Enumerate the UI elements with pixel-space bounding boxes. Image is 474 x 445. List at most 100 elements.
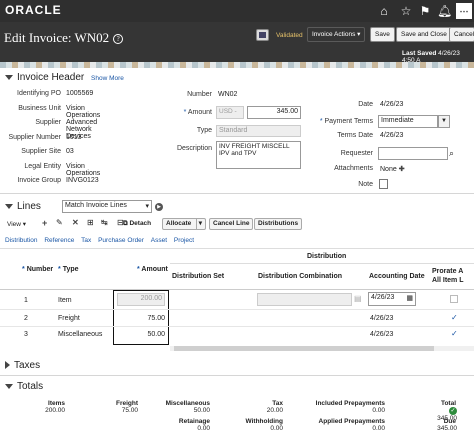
expand-icon[interactable] (5, 361, 10, 370)
page-header-bar (0, 22, 474, 62)
cancel-button[interactable]: Cancel (449, 27, 474, 42)
cancel-line-button[interactable]: Cancel Line (209, 218, 254, 230)
plus-icon[interactable]: ✚ (398, 166, 405, 173)
row3-amount[interactable]: 50.00 (147, 331, 165, 338)
field-label: Legal Entity (24, 162, 61, 170)
row3-accounting-date[interactable]: 4/26/23 (370, 331, 394, 338)
global-header: ORACLE ⌂ ☆ ⚑ 🔔︎ ⋯ (0, 0, 474, 22)
tab-reference[interactable]: Reference (44, 237, 75, 244)
calendar-icon[interactable]: ▦ (406, 295, 413, 302)
tab-purchase-order[interactable]: Purchase Order (98, 237, 144, 244)
horizontal-scrollbar[interactable] (170, 346, 474, 351)
flag-icon[interactable]: ⚑ (419, 4, 431, 18)
freeze-icon[interactable]: ⊞ (87, 218, 94, 227)
save-close-button[interactable]: Save and Close (396, 27, 452, 42)
divider (170, 263, 474, 264)
description-textarea[interactable]: INV FREIGHT MISCELL IPV and TPV (216, 141, 301, 169)
type-label: Type (196, 127, 212, 134)
note-icon[interactable] (379, 179, 388, 189)
invoice-actions-label: Invoice Actions (312, 31, 356, 38)
applied-prepayments-value: 0.00 (372, 425, 385, 432)
delete-icon[interactable]: ✕ (72, 218, 79, 227)
lines-section[interactable]: Lines (5, 201, 41, 212)
tax-value: 20.00 (266, 407, 283, 414)
amount-label: * Amount (122, 109, 212, 116)
wrap-icon[interactable]: ↹ (101, 218, 108, 227)
requester-input[interactable] (378, 147, 448, 160)
collapse-icon[interactable] (5, 74, 13, 80)
lines-title: Lines (17, 201, 41, 212)
distribution-group-header: Distribution (307, 253, 347, 260)
match-invoice-lines-select[interactable]: Match Invoice Lines ▾ (62, 200, 152, 213)
star-icon[interactable]: ☆ (400, 4, 412, 18)
tab-asset[interactable]: Asset (150, 237, 168, 244)
included-prepayments-value: 0.00 (372, 407, 385, 414)
invoice-header-title: Invoice Header (17, 72, 85, 83)
amount-input[interactable]: 345.00 (247, 106, 301, 119)
collapse-icon[interactable] (5, 383, 13, 389)
payment-terms-label-text: Payment Terms (324, 118, 374, 125)
distributions-button[interactable]: Distributions (254, 218, 303, 230)
tab-project[interactable]: Project (173, 237, 195, 244)
help-icon[interactable]: ? (113, 34, 124, 45)
invoice-header-section[interactable]: Invoice Header Show More (5, 72, 124, 83)
line-tabs: Distribution Reference Tax Purchase Orde… (5, 237, 194, 244)
freight-label: Freight (115, 400, 138, 407)
bell-icon[interactable]: 🔔︎ (437, 4, 453, 18)
field-value: INVG0123 (66, 177, 99, 184)
combination-icon[interactable]: ▤ (354, 294, 362, 303)
col-number: * Number (22, 266, 54, 273)
view-label: View (7, 221, 21, 228)
invoice-actions-button[interactable]: Invoice Actions ▾ (307, 27, 366, 42)
payment-terms-label: * Payment Terms (283, 118, 373, 125)
row1-type: Item (58, 297, 72, 304)
items-label: Items (48, 400, 65, 407)
home-icon[interactable]: ⌂ (380, 4, 388, 18)
show-more-link[interactable]: Show More (91, 75, 124, 82)
edit-icon[interactable]: ✎ (56, 218, 63, 227)
row1-prorate-checkbox[interactable] (450, 295, 458, 303)
columns-icon[interactable]: ⊟ (117, 218, 124, 227)
row1-accounting-date[interactable]: 4/26/23 ▦ (368, 292, 416, 306)
type-select[interactable]: Standard (216, 125, 301, 137)
field-value: Advanced Network Devices (66, 119, 98, 140)
taxes-section[interactable]: Taxes (5, 360, 40, 371)
totals-title: Totals (17, 381, 44, 392)
search-icon[interactable]: ⌕ (449, 148, 455, 158)
row3-number: 3 (24, 331, 28, 338)
go-icon[interactable]: ▶ (155, 203, 163, 211)
view-menu[interactable]: View ▾ (7, 221, 27, 228)
requester-label: Requester (340, 150, 373, 157)
field-value: 03 (66, 148, 74, 155)
check-icon: ✓ (449, 407, 457, 415)
tab-tax[interactable]: Tax (81, 237, 92, 244)
chevron-down-icon: ▾ (357, 31, 361, 38)
row1-distribution-combination[interactable] (257, 293, 352, 306)
save-doc-icon[interactable] (256, 29, 269, 41)
user-avatar[interactable]: ⋯ (456, 3, 472, 19)
last-saved: Last Saved 4/26/23 4:50 A (402, 50, 474, 64)
row2-amount[interactable]: 75.00 (147, 315, 165, 322)
totals-section[interactable]: Totals (5, 381, 43, 392)
row2-type: Freight (58, 315, 80, 322)
tab-distribution[interactable]: Distribution (5, 237, 38, 244)
row1-amount[interactable]: 200.00 (117, 293, 165, 306)
attachments-value-text: None (380, 166, 397, 173)
allocate-button[interactable]: Allocate ▾ (162, 218, 206, 230)
amount-label-text: Amount (187, 109, 212, 116)
row2-accounting-date[interactable]: 4/26/23 (370, 315, 394, 322)
col-type-text: Type (62, 266, 79, 273)
retainage-label: Retainage (178, 418, 210, 425)
terms-date-value: 4/26/23 (380, 132, 404, 139)
field-value: Vision Operations (66, 162, 101, 177)
add-row-icon[interactable]: + (42, 218, 48, 228)
applied-prepayments-label: Applied Prepayments (318, 418, 385, 425)
save-button[interactable]: Save (370, 27, 395, 42)
field-label: Business Unit (18, 104, 61, 112)
last-saved-value: 4/26/23 4:50 A (402, 50, 460, 64)
collapse-icon[interactable] (5, 203, 13, 209)
currency-select[interactable]: USD - (216, 106, 244, 119)
payment-terms-select[interactable]: Immediate (378, 115, 438, 128)
detach-button[interactable]: ⧉ Detach (123, 220, 151, 228)
chevron-down-icon[interactable]: ▼ (438, 115, 450, 128)
